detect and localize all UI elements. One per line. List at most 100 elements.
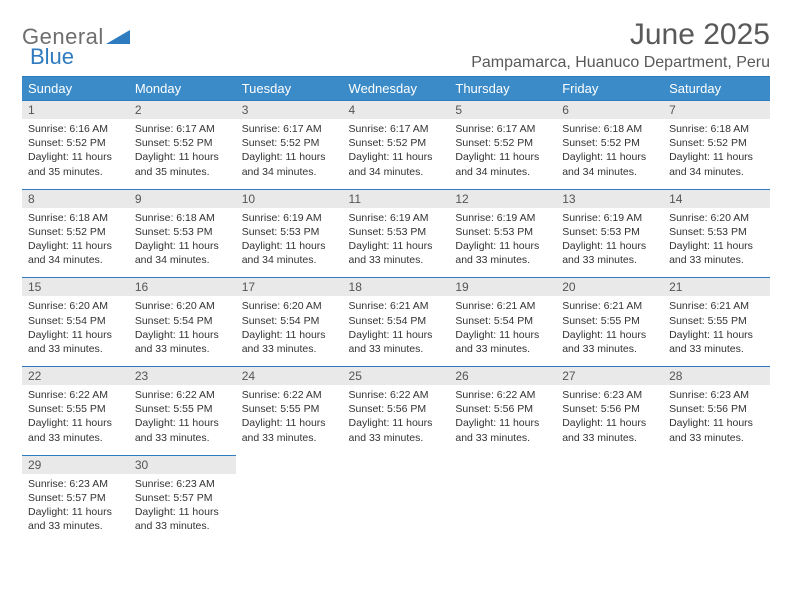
day-number: 6 [556, 101, 663, 119]
day-number: 21 [663, 278, 770, 296]
day-number: 15 [22, 278, 129, 296]
day-details: Sunrise: 6:17 AMSunset: 5:52 PMDaylight:… [343, 119, 450, 189]
weekday-header: Saturday [663, 77, 770, 101]
weekday-header: Tuesday [236, 77, 343, 101]
day-details: Sunrise: 6:22 AMSunset: 5:56 PMDaylight:… [343, 385, 450, 455]
weekday-header: Sunday [22, 77, 129, 101]
calendar-day-cell: 19Sunrise: 6:21 AMSunset: 5:54 PMDayligh… [449, 278, 556, 367]
day-details: Sunrise: 6:20 AMSunset: 5:54 PMDaylight:… [129, 296, 236, 366]
calendar-day-cell: .. [236, 455, 343, 543]
day-number: 25 [343, 367, 450, 385]
subtitle: Pampamarca, Huanuco Department, Peru [471, 54, 770, 72]
calendar-day-cell: 15Sunrise: 6:20 AMSunset: 5:54 PMDayligh… [22, 278, 129, 367]
logo-triangle-icon [106, 28, 132, 46]
day-number: 19 [449, 278, 556, 296]
calendar-day-cell: 2Sunrise: 6:17 AMSunset: 5:52 PMDaylight… [129, 101, 236, 190]
day-details: Sunrise: 6:20 AMSunset: 5:54 PMDaylight:… [236, 296, 343, 366]
day-details: Sunrise: 6:22 AMSunset: 5:55 PMDaylight:… [22, 385, 129, 455]
day-number: 29 [22, 456, 129, 474]
calendar-day-cell: 17Sunrise: 6:20 AMSunset: 5:54 PMDayligh… [236, 278, 343, 367]
weekday-header: Monday [129, 77, 236, 101]
calendar-day-cell: 8Sunrise: 6:18 AMSunset: 5:52 PMDaylight… [22, 189, 129, 278]
day-details: Sunrise: 6:17 AMSunset: 5:52 PMDaylight:… [449, 119, 556, 189]
day-details: Sunrise: 6:22 AMSunset: 5:55 PMDaylight:… [129, 385, 236, 455]
calendar-day-cell: 3Sunrise: 6:17 AMSunset: 5:52 PMDaylight… [236, 101, 343, 190]
day-number: 11 [343, 190, 450, 208]
calendar-week-row: 15Sunrise: 6:20 AMSunset: 5:54 PMDayligh… [22, 278, 770, 367]
logo-word2: Blue [30, 44, 74, 70]
calendar-day-cell: 28Sunrise: 6:23 AMSunset: 5:56 PMDayligh… [663, 367, 770, 456]
calendar-day-cell: 26Sunrise: 6:22 AMSunset: 5:56 PMDayligh… [449, 367, 556, 456]
day-details: Sunrise: 6:21 AMSunset: 5:54 PMDaylight:… [449, 296, 556, 366]
day-details: Sunrise: 6:20 AMSunset: 5:53 PMDaylight:… [663, 208, 770, 278]
weekday-header: Wednesday [343, 77, 450, 101]
calendar-day-cell: 22Sunrise: 6:22 AMSunset: 5:55 PMDayligh… [22, 367, 129, 456]
calendar-day-cell: .. [449, 455, 556, 543]
day-details: Sunrise: 6:19 AMSunset: 5:53 PMDaylight:… [449, 208, 556, 278]
day-number: 10 [236, 190, 343, 208]
day-number: 22 [22, 367, 129, 385]
day-number: 8 [22, 190, 129, 208]
day-number: 16 [129, 278, 236, 296]
header: General June 2025 Pampamarca, Huanuco De… [22, 18, 770, 72]
calendar-week-row: 1Sunrise: 6:16 AMSunset: 5:52 PMDaylight… [22, 101, 770, 190]
day-details: Sunrise: 6:19 AMSunset: 5:53 PMDaylight:… [556, 208, 663, 278]
day-details: Sunrise: 6:17 AMSunset: 5:52 PMDaylight:… [129, 119, 236, 189]
day-number: 12 [449, 190, 556, 208]
calendar-day-cell: .. [556, 455, 663, 543]
day-details: Sunrise: 6:23 AMSunset: 5:56 PMDaylight:… [663, 385, 770, 455]
day-number: 17 [236, 278, 343, 296]
calendar-body: 1Sunrise: 6:16 AMSunset: 5:52 PMDaylight… [22, 101, 770, 544]
day-number: 7 [663, 101, 770, 119]
page-title: June 2025 [471, 18, 770, 52]
day-number: 27 [556, 367, 663, 385]
calendar-day-cell: 25Sunrise: 6:22 AMSunset: 5:56 PMDayligh… [343, 367, 450, 456]
day-details: Sunrise: 6:17 AMSunset: 5:52 PMDaylight:… [236, 119, 343, 189]
day-number: 2 [129, 101, 236, 119]
calendar-day-cell: 14Sunrise: 6:20 AMSunset: 5:53 PMDayligh… [663, 189, 770, 278]
day-number: 28 [663, 367, 770, 385]
day-number: 18 [343, 278, 450, 296]
calendar-day-cell: 10Sunrise: 6:19 AMSunset: 5:53 PMDayligh… [236, 189, 343, 278]
calendar-day-cell: .. [343, 455, 450, 543]
day-details: Sunrise: 6:21 AMSunset: 5:55 PMDaylight:… [663, 296, 770, 366]
calendar-week-row: 22Sunrise: 6:22 AMSunset: 5:55 PMDayligh… [22, 367, 770, 456]
calendar-day-cell: 30Sunrise: 6:23 AMSunset: 5:57 PMDayligh… [129, 455, 236, 543]
day-number: 26 [449, 367, 556, 385]
day-number: 20 [556, 278, 663, 296]
calendar-day-cell: 21Sunrise: 6:21 AMSunset: 5:55 PMDayligh… [663, 278, 770, 367]
calendar-day-cell: 13Sunrise: 6:19 AMSunset: 5:53 PMDayligh… [556, 189, 663, 278]
day-number: 23 [129, 367, 236, 385]
day-number: 4 [343, 101, 450, 119]
day-details: Sunrise: 6:18 AMSunset: 5:52 PMDaylight:… [22, 208, 129, 278]
day-number: 5 [449, 101, 556, 119]
day-details: Sunrise: 6:19 AMSunset: 5:53 PMDaylight:… [236, 208, 343, 278]
calendar-day-cell: 11Sunrise: 6:19 AMSunset: 5:53 PMDayligh… [343, 189, 450, 278]
day-details: Sunrise: 6:18 AMSunset: 5:52 PMDaylight:… [663, 119, 770, 189]
calendar-week-row: 8Sunrise: 6:18 AMSunset: 5:52 PMDaylight… [22, 189, 770, 278]
day-details: Sunrise: 6:18 AMSunset: 5:53 PMDaylight:… [129, 208, 236, 278]
calendar-day-cell: 5Sunrise: 6:17 AMSunset: 5:52 PMDaylight… [449, 101, 556, 190]
day-number: 3 [236, 101, 343, 119]
calendar-day-cell: 16Sunrise: 6:20 AMSunset: 5:54 PMDayligh… [129, 278, 236, 367]
calendar-day-cell: 4Sunrise: 6:17 AMSunset: 5:52 PMDaylight… [343, 101, 450, 190]
day-number: 24 [236, 367, 343, 385]
title-block: June 2025 Pampamarca, Huanuco Department… [471, 18, 770, 72]
calendar-day-cell: 6Sunrise: 6:18 AMSunset: 5:52 PMDaylight… [556, 101, 663, 190]
day-number: 13 [556, 190, 663, 208]
calendar-day-cell: 24Sunrise: 6:22 AMSunset: 5:55 PMDayligh… [236, 367, 343, 456]
calendar-day-cell: 18Sunrise: 6:21 AMSunset: 5:54 PMDayligh… [343, 278, 450, 367]
day-details: Sunrise: 6:21 AMSunset: 5:55 PMDaylight:… [556, 296, 663, 366]
day-details: Sunrise: 6:20 AMSunset: 5:54 PMDaylight:… [22, 296, 129, 366]
day-details: Sunrise: 6:23 AMSunset: 5:57 PMDaylight:… [22, 474, 129, 544]
calendar-day-cell: 9Sunrise: 6:18 AMSunset: 5:53 PMDaylight… [129, 189, 236, 278]
day-details: Sunrise: 6:22 AMSunset: 5:55 PMDaylight:… [236, 385, 343, 455]
calendar-day-cell: 23Sunrise: 6:22 AMSunset: 5:55 PMDayligh… [129, 367, 236, 456]
weekday-header: Friday [556, 77, 663, 101]
day-details: Sunrise: 6:18 AMSunset: 5:52 PMDaylight:… [556, 119, 663, 189]
day-number: 30 [129, 456, 236, 474]
weekday-header: Thursday [449, 77, 556, 101]
calendar-day-cell: 20Sunrise: 6:21 AMSunset: 5:55 PMDayligh… [556, 278, 663, 367]
calendar-week-row: 29Sunrise: 6:23 AMSunset: 5:57 PMDayligh… [22, 455, 770, 543]
calendar-day-cell: 7Sunrise: 6:18 AMSunset: 5:52 PMDaylight… [663, 101, 770, 190]
